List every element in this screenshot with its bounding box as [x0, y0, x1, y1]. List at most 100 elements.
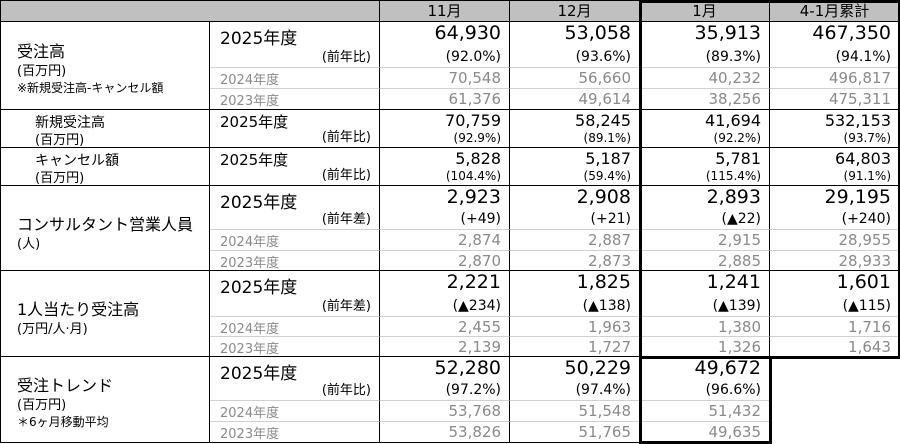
section-title: 受注高 [17, 42, 66, 61]
history-value-cell: 2,885 [640, 251, 770, 271]
fiscal-year-cell: 2025年度 (前年比) [210, 22, 380, 68]
history-year-label: 2024年度 [220, 235, 280, 250]
history-value: 2,139 [458, 338, 501, 356]
section-label: 1人当たり受注高 (万円/人·月) [0, 271, 210, 357]
value-cell: 2,908 (+21) [510, 186, 640, 230]
comparison-value: (104.4%) [445, 169, 501, 183]
value-cell: 1,825 (▲138) [510, 271, 640, 317]
current-value: 467,350 [812, 22, 891, 44]
history-year-cell: 2024年度 [210, 401, 380, 422]
history-value: 28,955 [838, 231, 892, 249]
history-value: 28,933 [838, 252, 892, 270]
comparison-value: (89.1%) [583, 131, 631, 145]
history-year-label: 2023年度 [220, 427, 280, 442]
history-year-label: 2024年度 [220, 322, 280, 337]
comparison-value: (+21) [590, 211, 631, 227]
value-cell: 5,781 (115.4%) [640, 148, 770, 186]
comparison-value: (▲234) [452, 298, 501, 314]
current-value: 49,672 [694, 357, 761, 379]
value-cell: 1,601 (▲115) [770, 271, 900, 317]
history-value-cell: 28,933 [770, 251, 900, 271]
history-value-cell: 475,311 [770, 89, 900, 110]
value-cell: 49,672 (96.6%) [640, 357, 770, 401]
section-label: コンサルタント営業人員 (人) [0, 186, 210, 271]
fiscal-year-label: 2025年度 [220, 29, 298, 49]
current-value: 2,908 [576, 186, 631, 208]
fiscal-year-cell: 2025年度 (前年差) [210, 271, 380, 317]
history-year-cell: 2023年度 [210, 422, 380, 443]
history-value-cell: 49,635 [640, 422, 770, 443]
comparison-value: (+240) [841, 211, 891, 227]
value-cell: 58,245 (89.1%) [510, 110, 640, 148]
history-value-cell: 1,716 [770, 317, 900, 337]
current-value: 5,187 [585, 149, 631, 168]
section-unit: (百万円) [17, 398, 67, 413]
current-value: 52,280 [434, 357, 501, 379]
history-value-cell: 28,955 [770, 230, 900, 251]
current-value: 64,803 [835, 149, 891, 168]
current-value: 41,694 [705, 111, 761, 130]
current-value: 532,153 [824, 111, 891, 130]
history-value: 70,548 [448, 69, 502, 87]
comparison-value: (89.3%) [705, 49, 761, 65]
comparison-value: (93.6%) [575, 49, 631, 65]
history-value-cell: 38,256 [640, 89, 770, 110]
section-label: 新規受注高 (百万円) [0, 110, 210, 148]
value-cell: 2,893 (▲22) [640, 186, 770, 230]
history-value: 38,256 [708, 90, 762, 108]
header-blank-cell [0, 0, 380, 22]
history-value-cell: 1,643 [770, 337, 900, 357]
fiscal-year-label: 2025年度 [220, 278, 298, 298]
history-year-label: 2023年度 [220, 256, 280, 271]
current-value: 70,759 [445, 111, 501, 130]
section-title: キャンセル額 [35, 153, 119, 169]
history-value: 2,885 [718, 252, 761, 270]
comparison-label: (前年比) [321, 168, 371, 183]
section-unit: (人) [17, 236, 41, 252]
history-value: 2,870 [458, 252, 501, 270]
current-value: 5,781 [715, 149, 761, 168]
fiscal-year-cell: 2025年度 (前年比) [210, 148, 380, 186]
history-value: 2,455 [458, 318, 501, 336]
history-value-cell: 2,874 [380, 230, 510, 251]
history-year-label: 2024年度 [220, 406, 280, 421]
comparison-label: (前年比) [321, 50, 371, 65]
section-label: 受注高 (百万円) ※新規受注高-キャンセル額 [0, 22, 210, 110]
history-year-cell: 2024年度 [210, 317, 380, 337]
fiscal-year-cell: 2025年度 (前年比) [210, 357, 380, 401]
history-value: 40,232 [708, 69, 762, 87]
history-value-cell: 1,380 [640, 317, 770, 337]
history-year-cell: 2023年度 [210, 251, 380, 271]
comparison-value: (92.0%) [445, 49, 501, 65]
fiscal-year-label: 2025年度 [220, 113, 289, 131]
section-title: 1人当たり受注高 [17, 300, 140, 319]
comparison-value: (▲115) [842, 298, 891, 314]
comparison-value: (59.4%) [583, 169, 631, 183]
history-value: 49,635 [708, 423, 762, 441]
section-title: 新規受注高 [35, 115, 105, 131]
comparison-value: (▲22) [721, 211, 761, 227]
history-value: 496,817 [828, 69, 891, 87]
comparison-value: (115.4%) [705, 169, 761, 183]
column-header: 12月 [510, 0, 640, 22]
value-cell: 467,350 (94.1%) [770, 22, 900, 68]
history-value: 2,873 [588, 252, 631, 270]
section-unit: (万円/人·月) [17, 322, 88, 337]
comparison-value: (▲139) [712, 298, 761, 314]
comparison-value: (▲138) [582, 298, 631, 314]
value-cell: 64,803 (91.1%) [770, 148, 900, 186]
value-cell: 41,694 (92.2%) [640, 110, 770, 148]
history-value: 1,380 [718, 318, 761, 336]
comparison-value: (96.6%) [705, 382, 761, 398]
comparison-value: (92.9%) [453, 131, 501, 145]
current-value: 1,825 [576, 271, 631, 293]
fiscal-year-cell: 2025年度 (前年差) [210, 186, 380, 230]
section-title: コンサルタント営業人員 [17, 214, 194, 234]
history-value: 2,874 [458, 231, 501, 249]
comparison-value: (94.1%) [835, 49, 891, 65]
comparison-label: (前年比) [321, 383, 371, 398]
history-value-cell: 61,376 [380, 89, 510, 110]
history-value-cell: 1,727 [510, 337, 640, 357]
history-value: 53,768 [448, 402, 502, 420]
history-value: 49,614 [578, 90, 632, 108]
